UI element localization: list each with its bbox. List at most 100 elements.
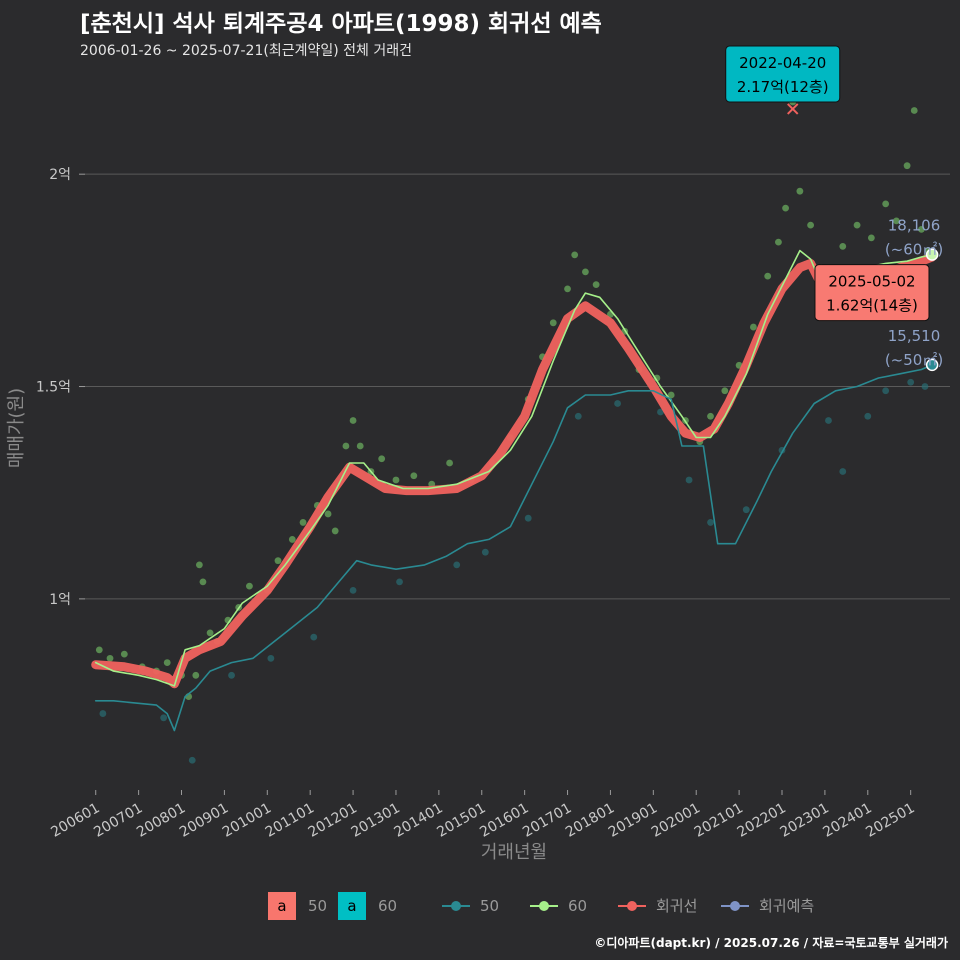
x-tick-label: 201601 [477, 800, 531, 841]
point-50 [453, 561, 461, 569]
point-50 [707, 519, 714, 526]
x-tick-label: 201401 [391, 800, 445, 841]
end-label-area: (~60㎡) [885, 241, 943, 259]
annotation-value: 1.62억(14층) [826, 297, 918, 315]
x-tick-label: 202501 [863, 800, 917, 841]
legend-key-fill [338, 892, 366, 920]
point-60 [195, 561, 203, 569]
x-tick-label: 201801 [563, 800, 617, 841]
point-50 [228, 671, 235, 679]
point-60 [206, 629, 214, 637]
point-60 [106, 654, 114, 662]
chart-title: [춘천시] 석사 퇴계주공4 아파트(1998) 회귀선 예측 [80, 11, 602, 37]
point-60 [892, 217, 900, 225]
point-60 [764, 272, 772, 280]
legend-label: 50 [308, 897, 327, 915]
point-50 [310, 633, 318, 641]
point-60 [410, 472, 418, 480]
point-60 [775, 238, 782, 246]
legend-key-fill [268, 892, 296, 920]
legend-dot [451, 901, 461, 911]
axes: 1억1.5억2억20060120070120080120090120100120… [36, 167, 918, 841]
end-point-50 [925, 358, 939, 372]
chart-subtitle: 2006-01-26 ~ 2025-07-21(최근계약일) 전체 거래건 [80, 43, 412, 59]
legend-label: 60 [378, 897, 397, 915]
annotation-box-high [725, 45, 841, 103]
legend-dot [627, 901, 637, 911]
annotation-date: 2022-04-20 [739, 54, 826, 72]
point-60 [807, 221, 814, 229]
point-60 [653, 374, 661, 382]
end-label-area: (~50㎡) [885, 351, 943, 369]
point-60 [903, 162, 911, 170]
point-50 [574, 412, 582, 420]
x-tick-label: 200601 [48, 800, 102, 841]
point-50 [524, 514, 532, 522]
point-60 [342, 442, 350, 450]
point-60 [549, 319, 557, 327]
point-60 [288, 536, 296, 543]
point-50 [864, 412, 872, 420]
annotation-value: 2.17억(12층) [737, 78, 829, 96]
source-caption: ©디아파트(dapt.kr) / 2025.07.26 / 자료=국토교통부 실… [594, 936, 948, 950]
point-50 [657, 408, 664, 416]
point-60 [274, 557, 282, 565]
annotation-date: 2025-05-02 [828, 273, 915, 291]
point-60 [120, 650, 128, 658]
point-50 [99, 710, 107, 717]
point-60 [324, 510, 332, 518]
point-60 [750, 323, 757, 331]
point-60 [378, 455, 386, 463]
legend-key-letter: a [277, 897, 286, 915]
x-tick-label: 202201 [735, 800, 789, 841]
point-50 [160, 714, 168, 722]
point-50 [685, 476, 693, 484]
x-tick-label: 201101 [263, 800, 317, 841]
high-marker [787, 103, 799, 115]
line-series-60 [94, 249, 933, 687]
x-tick-label: 202401 [820, 800, 874, 841]
point-60 [882, 200, 890, 208]
point-60 [299, 519, 307, 526]
x-tick-label: 200901 [177, 800, 231, 841]
x-tick-label: 200701 [91, 800, 145, 841]
point-60 [392, 476, 400, 484]
y-tick-label: 1.5억 [36, 380, 71, 396]
x-tick-label: 201501 [434, 800, 488, 841]
y-tick-label: 1억 [49, 592, 71, 608]
point-60 [349, 417, 357, 424]
point-60 [918, 225, 925, 233]
point-60 [571, 251, 579, 259]
x-tick-label: 201701 [520, 800, 574, 841]
point-60 [199, 578, 207, 586]
end-label-value: 18,106 [888, 217, 941, 235]
end-label-value: 15,510 [888, 327, 941, 345]
x-tick-label: 202001 [649, 800, 703, 841]
legend-label: 60 [568, 897, 587, 915]
x-tick-label: 202101 [692, 800, 746, 841]
series-lines [91, 248, 939, 732]
legend-label: 회귀예측 [759, 897, 814, 915]
point-50 [267, 654, 275, 662]
point-60 [867, 234, 875, 242]
legend: a 50 a 60 50 60 회귀선 회귀예측 [268, 892, 814, 920]
point-50 [882, 387, 890, 395]
point-60 [163, 659, 171, 666]
point-60 [910, 107, 918, 114]
y-tick-label: 2억 [49, 167, 71, 183]
point-60 [331, 527, 339, 535]
legend-label: 회귀선 [656, 897, 697, 915]
legend-label: 50 [480, 897, 499, 915]
x-tick-label: 202301 [778, 800, 832, 841]
grid-lines [85, 173, 950, 600]
point-50 [921, 383, 929, 390]
x-axis-title: 거래년월 [481, 842, 547, 863]
point-60 [582, 268, 589, 276]
point-50 [614, 400, 621, 407]
point-60 [192, 671, 200, 679]
point-60 [796, 187, 804, 195]
point-60 [853, 221, 861, 229]
point-60 [839, 242, 847, 250]
x-tick-label: 200801 [134, 800, 188, 841]
